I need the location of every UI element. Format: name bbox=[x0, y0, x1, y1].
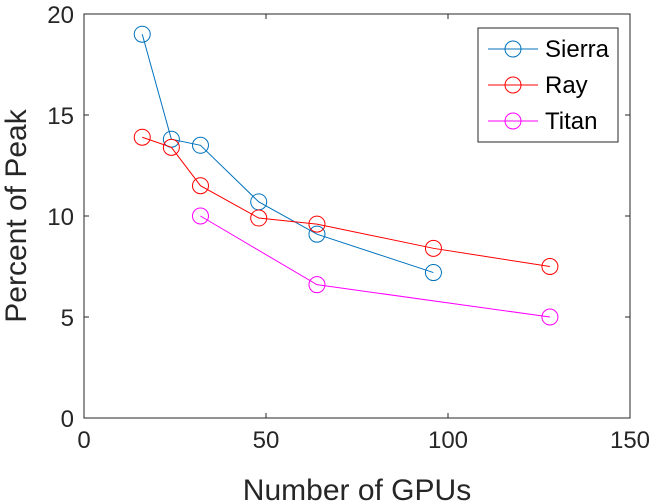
y-tick-label: 15 bbox=[47, 103, 74, 130]
data-point-titan bbox=[541, 308, 559, 326]
legend-entries: Sierra Ray Titan bbox=[488, 36, 610, 135]
data-point-sierra bbox=[424, 264, 442, 282]
x-tick-label: 150 bbox=[610, 427, 650, 454]
axis-ticks bbox=[83, 13, 631, 419]
series-line-titan bbox=[200, 215, 550, 318]
data-point-ray bbox=[250, 209, 268, 227]
legend-label-sierra: Sierra bbox=[545, 36, 610, 63]
legend-marker-titan bbox=[504, 112, 522, 130]
data-point-ray bbox=[308, 215, 326, 233]
y-tick-label: 5 bbox=[61, 305, 74, 332]
x-tick-labels: 0 50 100 150 bbox=[77, 427, 650, 454]
data-point-sierra bbox=[191, 136, 209, 154]
series-group bbox=[133, 25, 559, 326]
y-tick-labels: 0 5 10 15 20 bbox=[47, 2, 74, 433]
data-point-sierra bbox=[133, 25, 151, 43]
x-tick-label: 0 bbox=[77, 427, 90, 454]
data-point-ray bbox=[191, 177, 209, 195]
data-point-ray bbox=[133, 128, 151, 146]
y-tick-label: 10 bbox=[47, 204, 74, 231]
data-point-sierra bbox=[308, 225, 326, 243]
data-point-titan bbox=[308, 276, 326, 294]
data-point-ray bbox=[424, 239, 442, 257]
x-axis-title: Number of GPUs bbox=[243, 474, 471, 504]
legend-label-titan: Titan bbox=[545, 108, 597, 135]
series-line-sierra bbox=[141, 34, 434, 274]
series-line-ray bbox=[142, 136, 550, 267]
legend-marker-sierra bbox=[504, 40, 522, 58]
y-tick-label: 20 bbox=[47, 2, 74, 29]
data-point-ray bbox=[162, 138, 180, 156]
y-axis-title: Percent of Peak bbox=[0, 108, 33, 322]
legend-label-ray: Ray bbox=[545, 72, 588, 99]
x-tick-label: 50 bbox=[253, 427, 280, 454]
data-point-ray bbox=[541, 258, 559, 275]
legend: Sierra Ray Titan bbox=[477, 27, 619, 143]
y-tick-label: 0 bbox=[61, 406, 74, 433]
data-point-titan bbox=[191, 207, 209, 225]
legend-marker-ray bbox=[504, 76, 522, 94]
x-tick-label: 100 bbox=[428, 427, 468, 454]
